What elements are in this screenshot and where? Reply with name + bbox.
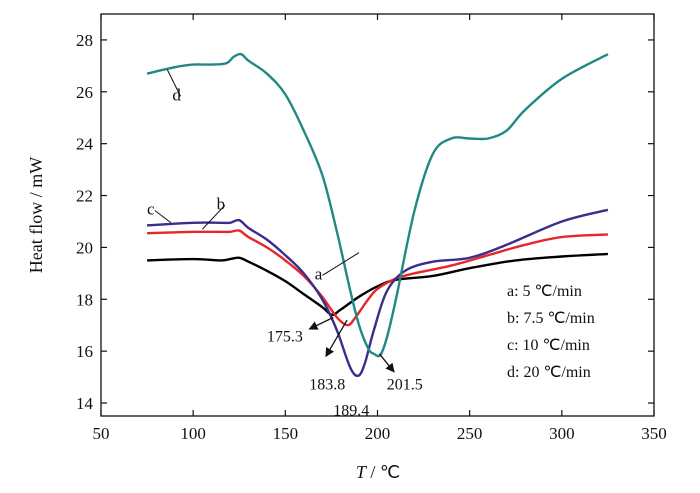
peak-label: 201.5 (387, 377, 423, 394)
series-line-d (146, 52, 609, 358)
series-label-leader (202, 204, 226, 230)
series-label-layer: a b c d (147, 69, 360, 283)
axis-ticks: 50 100 150 200 250 300 350 14 16 18 20 22 24 26 28 (76, 14, 667, 443)
legend: a: 5 ℃/min b: 7.5 ℃/min c: 10 ℃/min d: 20 ℃… (507, 283, 595, 381)
series-line-c (147, 208, 609, 378)
peak-label: 175.3 (267, 329, 303, 346)
x-tick-label: 150 (273, 424, 299, 443)
peak-arrow (325, 319, 348, 358)
x-axis-symbol: T (356, 462, 368, 482)
annotation-layer: 175.3 183.8 189.4 201.5 (267, 316, 423, 420)
y-tick-label: 18 (76, 290, 93, 309)
legend-entry: d: 20 ℃/min (507, 364, 591, 381)
x-tick-label: 250 (457, 424, 483, 443)
series-label-c: c (147, 200, 155, 219)
series-label-a: a (315, 264, 323, 283)
y-tick-label: 28 (76, 31, 93, 50)
series-label-leader (166, 69, 182, 97)
peak-label: 189.4 (333, 403, 369, 420)
y-tick-label: 22 (76, 187, 93, 206)
x-axis-title: T / ℃ (356, 462, 400, 482)
x-tick-label: 100 (180, 424, 206, 443)
peak-arrow (378, 353, 395, 373)
series-label-b: b (217, 194, 226, 213)
peak-arrow (308, 316, 334, 330)
x-tick-label: 300 (549, 424, 575, 443)
series-layer (146, 52, 609, 378)
legend-entry: c: 10 ℃/min (507, 337, 590, 354)
y-tick-label: 24 (76, 135, 94, 154)
y-tick-label: 26 (76, 83, 93, 102)
y-axis-title: Heat flow / mW (26, 157, 46, 273)
x-tick-label: 50 (93, 424, 110, 443)
x-axis-unit: / ℃ (366, 462, 400, 482)
y-tick-label: 16 (76, 342, 93, 361)
peak-label: 183.8 (309, 377, 345, 394)
x-tick-label: 350 (641, 424, 667, 443)
legend-entry: b: 7.5 ℃/min (507, 310, 595, 327)
x-tick-label: 200 (365, 424, 391, 443)
series-label-d: d (172, 85, 181, 104)
y-tick-label: 14 (76, 394, 94, 413)
series-label-leader (322, 252, 360, 276)
series-line-b (147, 229, 608, 327)
series-label-leader (154, 210, 172, 224)
legend-entry: a: 5 ℃/min (507, 283, 582, 300)
y-tick-label: 20 (76, 238, 93, 257)
